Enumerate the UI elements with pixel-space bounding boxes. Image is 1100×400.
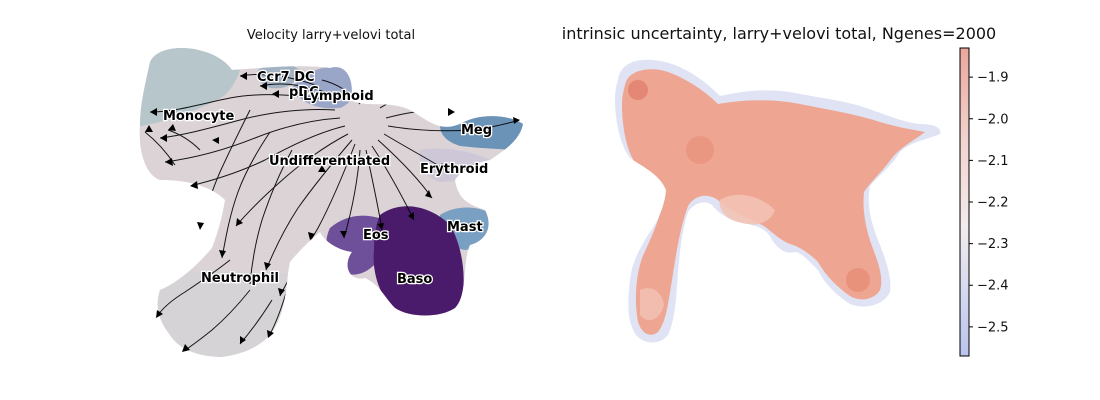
- colorbar-ticks: −1.9 −2.0 −2.1 −2.2 −2.3 −2.4 −2.5: [969, 71, 1009, 335]
- right-panel-title: intrinsic uncertainty, larry+velovi tota…: [562, 24, 996, 43]
- cluster-region-baso: [373, 206, 464, 317]
- cluster-label-pdc: pDC: [289, 85, 319, 100]
- cluster-label-monocyte: Monocyte: [163, 109, 234, 124]
- cluster-label-baso: Baso: [397, 272, 432, 287]
- cluster-label-meg: Meg: [461, 123, 492, 138]
- embedding-right-light-patch-2: [640, 288, 664, 321]
- cluster-labels: Monocyte Ccr7 DC pDC Lymphoid Meg Undiff…: [162, 69, 494, 289]
- right-panel: intrinsic uncertainty, larry+velovi tota…: [562, 24, 1009, 357]
- embedding-right-core: [622, 69, 925, 335]
- embedding-right: [615, 59, 941, 343]
- colorbar-tick-label: −2.5: [977, 320, 1009, 335]
- left-panel: Velocity larry+velovi total: [139, 28, 523, 358]
- cluster-region-monocyte: [139, 48, 242, 128]
- cluster-label-ccr7-dc: Ccr7 DC: [257, 70, 315, 85]
- cluster-label-mast: Mast: [447, 220, 483, 235]
- cluster-label-eos: Eos: [363, 228, 389, 243]
- colorbar-tick-label: −2.2: [977, 196, 1009, 211]
- colorbar-tick-label: −2.0: [977, 112, 1009, 127]
- cluster-label-lymphoid: Lymphoid: [303, 89, 374, 104]
- colorbar-gradient: [959, 47, 970, 357]
- cluster-region-lymphoid: [292, 66, 357, 109]
- cluster-label-erythroid: Erythroid: [420, 162, 488, 177]
- colorbar: −1.9 −2.0 −2.1 −2.2 −2.3 −2.4 −2.5: [959, 47, 1009, 357]
- embedding-right-hotspot-1: [628, 80, 648, 100]
- colorbar-tick-label: −2.4: [977, 279, 1009, 294]
- velocity-arrowheads: [145, 72, 520, 352]
- colorbar-tick-label: −1.9: [977, 71, 1009, 86]
- embedding-right-hotspot-3: [686, 136, 714, 164]
- cluster-label-undifferentiated: Undifferentiated: [269, 154, 390, 169]
- embedding-right-hotspot-2: [846, 268, 870, 292]
- left-panel-title: Velocity larry+velovi total: [247, 28, 415, 43]
- colorbar-tick-label: −2.1: [977, 154, 1009, 169]
- colorbar-tick-label: −2.3: [977, 237, 1009, 252]
- embedding-right-light-patch: [719, 194, 775, 225]
- cluster-label-neutrophil: Neutrophil: [201, 271, 279, 286]
